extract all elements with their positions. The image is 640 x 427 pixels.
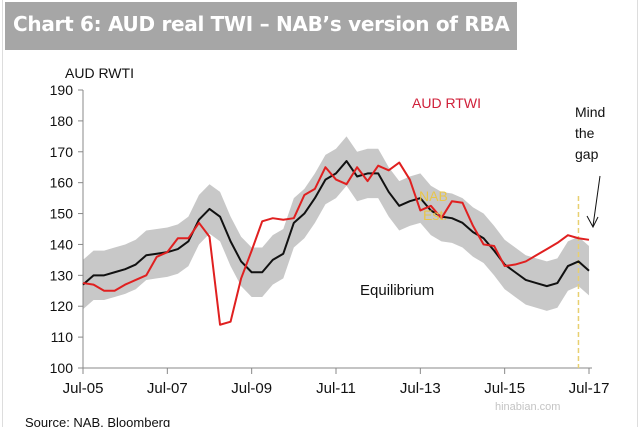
y-tick-label: 150 — [50, 206, 74, 222]
mind-gap-label-1: Mind — [575, 104, 605, 120]
source-note: Source: NAB, Bloomberg — [25, 415, 170, 427]
aud-rtwi-label: AUD RTWI — [412, 95, 481, 111]
y-tick-label: 140 — [50, 236, 74, 252]
y-tick-label: 120 — [50, 298, 74, 314]
y-axis-label: AUD RWTI — [65, 65, 134, 81]
gap-arrow-icon — [586, 175, 601, 229]
nab-est-label-1: NAB — [419, 188, 448, 204]
y-tick-label: 170 — [50, 144, 74, 160]
y-tick-label: 180 — [50, 113, 74, 129]
y-tick-label: 100 — [50, 360, 74, 376]
x-tick-label: Jul-07 — [147, 380, 188, 397]
mind-gap-label-2: the — [575, 125, 595, 141]
y-tick-label: 130 — [50, 267, 74, 283]
axes: 100 110 120 130 140 150 160 170 180 190 Jul-05 Jul-… — [50, 82, 610, 397]
y-tick-label: 190 — [50, 82, 74, 98]
chart-title: Chart 6: AUD real TWI – NAB’s version of… — [13, 12, 585, 36]
equilibrium-label: Equilibrium — [360, 282, 434, 299]
y-tick-label: 110 — [51, 329, 74, 345]
title-bar: Chart 6: AUD real TWI – NAB’s version of… — [5, 2, 584, 50]
x-tick-label: Jul-05 — [63, 380, 104, 397]
x-tick-label: Jul-09 — [231, 380, 272, 397]
y-tick-label: 160 — [50, 175, 74, 191]
nab-est-label-2: Est. — [423, 207, 447, 223]
equilibrium-band — [83, 136, 589, 311]
mind-gap-label-3: gap — [575, 146, 599, 162]
x-tick-label: Jul-13 — [400, 380, 441, 397]
watermark: hinabian.com — [495, 401, 560, 413]
x-tick-label: Jul-11 — [316, 380, 356, 397]
band-area — [83, 136, 589, 311]
series-line-aud-rtwi — [82, 161, 590, 326]
series-lines — [82, 160, 590, 326]
x-tick-label: Jul-15 — [484, 380, 525, 397]
x-tick-label: Jul-17 — [569, 380, 610, 397]
